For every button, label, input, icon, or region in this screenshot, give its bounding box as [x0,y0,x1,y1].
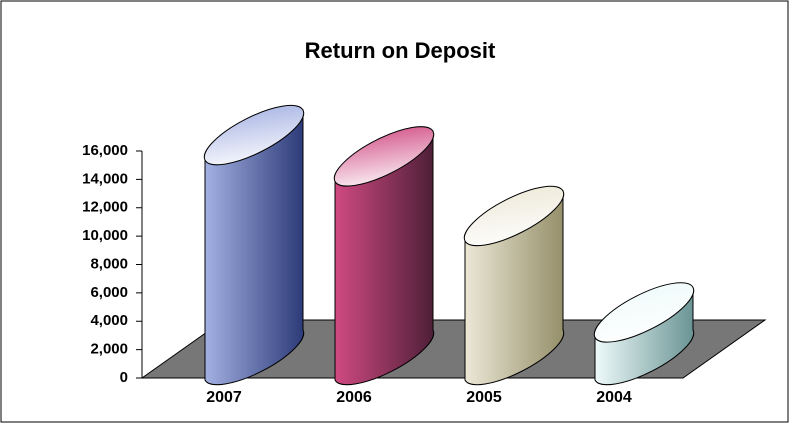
y-tick-label: 16,000 [82,142,128,159]
cylinder-body [204,109,305,386]
y-tick-label: 6,000 [90,284,128,301]
cylinder [463,185,565,386]
y-tick-label: 2,000 [90,341,128,358]
cylinder-body [334,130,435,386]
chart-title: Return on Deposit [305,38,496,63]
cylinder-top [463,185,565,247]
y-tick-label: 10,000 [82,227,128,244]
x-tick-label: 2007 [206,389,242,406]
y-tick-label: 12,000 [82,199,128,216]
y-tick-label: 0 [120,369,128,386]
cylinder [333,126,435,386]
y-tick-label: 14,000 [82,170,128,187]
cylinder-top [203,104,305,166]
cylinder-top [333,126,435,187]
x-tick-label: 2004 [596,389,632,406]
y-tick-label: 4,000 [90,312,128,329]
cylinder [593,282,695,386]
x-tick-label: 2005 [466,389,502,406]
x-tick-label: 2006 [336,389,372,406]
cylinder [203,104,305,386]
cylinder-top [593,282,695,343]
y-tick-label: 8,000 [90,255,128,272]
